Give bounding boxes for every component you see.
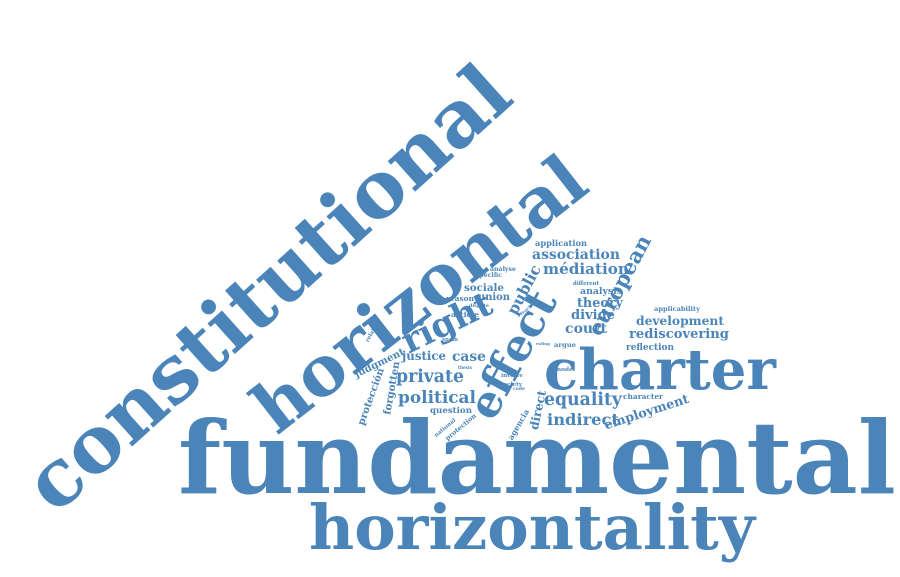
word-application: application (535, 237, 587, 248)
word-involve: involve (501, 373, 523, 380)
word-article: article (451, 310, 479, 320)
word-thesis: thesis (458, 364, 472, 370)
word-political: political (398, 386, 476, 407)
word-argue: argue (554, 340, 576, 349)
word-model: model (555, 367, 575, 374)
word-indirect: indirect (547, 409, 619, 429)
word-spain: spain (442, 337, 458, 344)
word-equality: equality (544, 390, 622, 411)
word-mediation: médiation (543, 260, 629, 279)
word-dispute: dispute (469, 302, 489, 309)
word-reason: reason (446, 294, 474, 304)
word-code: code (513, 386, 525, 392)
word-question: question (430, 405, 472, 416)
word-analysis: analysis (580, 286, 622, 298)
word-private: private (396, 367, 464, 388)
word-charter: charter (544, 336, 776, 403)
word-sociale: sociale (464, 281, 504, 294)
word-horizontality: horizontality (309, 490, 755, 564)
word-development: development (636, 312, 724, 328)
word-fundamental: fundamental (178, 398, 896, 517)
word-different: different (573, 281, 599, 288)
word-ruling: ruling (536, 340, 550, 346)
word-reflection: reflection (626, 342, 674, 353)
word-specific: specific (476, 271, 502, 279)
word-union: union (478, 292, 510, 304)
word-society: society (500, 382, 522, 389)
word-theory: theory (577, 295, 623, 311)
word-analyse: analyse (490, 265, 516, 273)
word-case: case (452, 349, 486, 366)
word-rediscovering: rediscovering (629, 327, 729, 343)
word-justice: justice (402, 349, 446, 364)
word-divide: divide (571, 308, 615, 324)
word-character: character (623, 392, 663, 402)
word-court: court (565, 320, 607, 337)
word-applicability: applicability (654, 304, 700, 313)
word-association: association (532, 247, 620, 264)
